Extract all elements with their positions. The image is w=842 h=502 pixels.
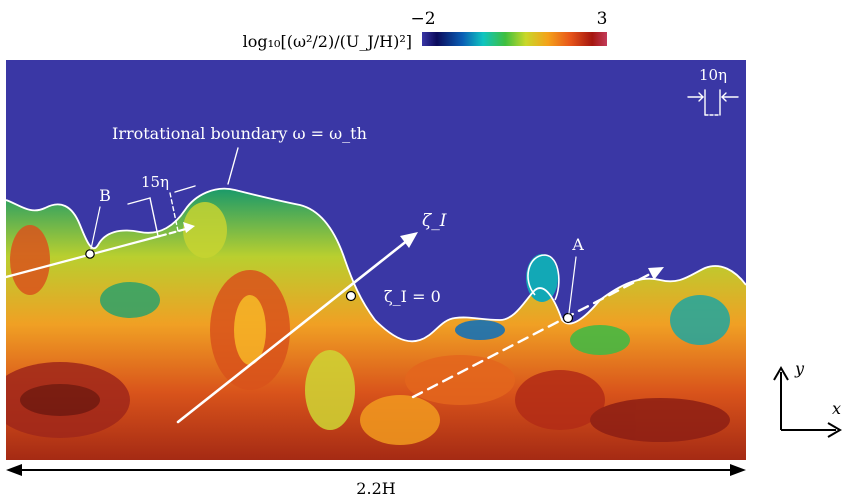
annotations: Irrotational boundary ω = ω_th 10η 15η B (4, 66, 739, 424)
vorticity-field (6, 60, 746, 460)
point-b-leader (90, 206, 101, 250)
profile-b-arrowhead (183, 222, 195, 233)
point-a-leader (568, 256, 577, 314)
profile-line-b (4, 234, 162, 279)
colorbar-max-label: 3 (597, 9, 608, 29)
zeta-axis-line (176, 238, 410, 424)
zeta-origin-marker (345, 290, 357, 302)
colorbar: log₁₀[(ω²/2)/(U_J/H)²] −2 3 (243, 9, 608, 51)
scale-bar-10-label: 10η (699, 66, 727, 84)
boundary-label: Irrotational boundary ω = ω_th (112, 124, 367, 143)
zeta-axis-arrowhead (400, 232, 418, 248)
profile-a-arrowhead (648, 267, 664, 280)
zeta-axis-label: ζ_I (422, 211, 447, 231)
colorbar-min-label: −2 (410, 9, 435, 29)
vortex-structures (6, 202, 730, 445)
zeta-zero-label: ζ_I = 0 (384, 287, 441, 306)
width-dimension: 2.2H (6, 464, 746, 498)
profile-line-a-dashed (411, 272, 652, 399)
point-a-label: A (571, 235, 584, 254)
point-b-marker (85, 249, 95, 259)
scale-bar-15 (127, 185, 196, 237)
width-arrow-right (730, 464, 746, 476)
boundary-leader-line (227, 147, 239, 185)
point-b-label: B (99, 186, 111, 205)
coordinate-axes (773, 366, 842, 438)
width-label: 2.2H (356, 479, 395, 498)
point-a-marker (562, 312, 574, 324)
scale-bar-10 (687, 89, 739, 116)
x-axis-label: x (832, 399, 841, 418)
profile-line-b-dashed (158, 227, 188, 238)
width-arrow-left (6, 464, 22, 476)
colorbar-label: log₁₀[(ω²/2)/(U_J/H)²] (243, 32, 412, 51)
lobe-boundary-line (527, 254, 560, 301)
colorbar-gradient (422, 32, 607, 46)
y-axis-label: y (794, 359, 805, 378)
scale-bar-15-label: 15η (141, 173, 169, 191)
